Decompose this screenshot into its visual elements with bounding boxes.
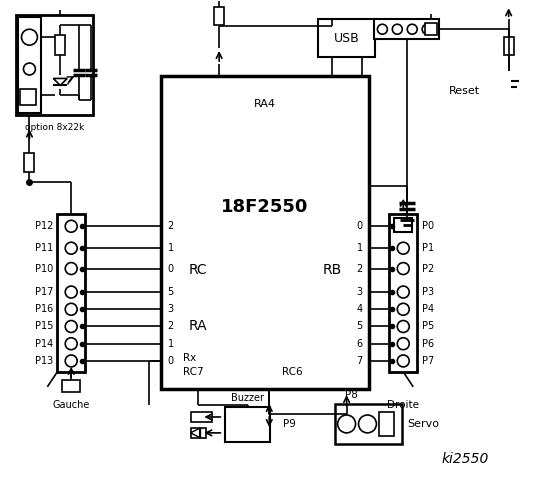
Circle shape — [65, 338, 77, 350]
Text: 3: 3 — [168, 304, 174, 314]
Text: 3: 3 — [357, 287, 363, 297]
Text: RC: RC — [189, 263, 207, 277]
Text: 0: 0 — [357, 221, 363, 231]
Text: 2: 2 — [168, 322, 174, 332]
Circle shape — [397, 303, 409, 315]
Circle shape — [397, 355, 409, 367]
Circle shape — [65, 303, 77, 315]
Text: Gauche: Gauche — [53, 400, 90, 410]
Bar — [318, 19, 375, 57]
Text: 0: 0 — [168, 264, 174, 274]
Text: RA4: RA4 — [254, 99, 276, 109]
Bar — [161, 76, 369, 389]
Text: 0: 0 — [168, 356, 174, 366]
Text: P12: P12 — [35, 221, 53, 231]
Text: 2: 2 — [168, 221, 174, 231]
Circle shape — [397, 263, 409, 275]
Bar — [374, 19, 439, 39]
Bar — [504, 37, 514, 55]
Bar — [379, 412, 394, 436]
Text: P10: P10 — [35, 264, 53, 274]
Bar — [335, 404, 402, 444]
Text: P4: P4 — [422, 304, 434, 314]
Circle shape — [422, 24, 432, 34]
Text: Buzzer: Buzzer — [231, 393, 264, 403]
Circle shape — [65, 242, 77, 254]
Text: option 8x22k: option 8x22k — [25, 123, 84, 132]
Polygon shape — [53, 78, 67, 85]
Circle shape — [358, 415, 377, 433]
Bar — [389, 214, 417, 372]
Bar — [55, 35, 65, 55]
Circle shape — [397, 321, 409, 333]
Circle shape — [377, 24, 387, 34]
Circle shape — [23, 63, 35, 75]
Text: 18F2550: 18F2550 — [221, 199, 309, 216]
Text: P3: P3 — [422, 287, 434, 297]
Bar — [58, 214, 85, 372]
Text: USB: USB — [333, 32, 359, 45]
Text: ki2550: ki2550 — [441, 452, 489, 466]
Bar — [190, 412, 212, 422]
Bar — [18, 17, 41, 113]
Text: 6: 6 — [357, 339, 363, 349]
Text: P6: P6 — [422, 339, 434, 349]
Bar — [24, 153, 34, 172]
Bar — [394, 218, 412, 232]
Circle shape — [22, 29, 38, 45]
Bar — [214, 7, 224, 25]
Text: 7: 7 — [356, 356, 363, 366]
Bar — [225, 407, 270, 442]
Circle shape — [65, 286, 77, 298]
Bar — [20, 89, 36, 105]
Text: 1: 1 — [168, 339, 174, 349]
Bar — [425, 23, 437, 35]
Bar — [15, 15, 93, 115]
Bar — [190, 428, 206, 438]
Circle shape — [65, 355, 77, 367]
Circle shape — [397, 242, 409, 254]
Text: Reset: Reset — [449, 86, 480, 96]
Bar — [62, 380, 80, 392]
Text: 2: 2 — [356, 264, 363, 274]
Text: RC7: RC7 — [182, 367, 203, 377]
Text: 5: 5 — [168, 287, 174, 297]
Text: P16: P16 — [35, 304, 53, 314]
Text: P9: P9 — [284, 419, 296, 429]
Text: 1: 1 — [168, 243, 174, 253]
Circle shape — [397, 286, 409, 298]
Polygon shape — [190, 428, 200, 438]
Circle shape — [397, 220, 409, 232]
Text: P7: P7 — [422, 356, 435, 366]
Text: P15: P15 — [35, 322, 53, 332]
Text: P5: P5 — [422, 322, 435, 332]
Text: RC6: RC6 — [282, 367, 302, 377]
Text: Droite: Droite — [387, 400, 419, 410]
Circle shape — [338, 415, 356, 433]
Text: RA: RA — [189, 320, 207, 334]
Text: P13: P13 — [35, 356, 53, 366]
Text: P0: P0 — [422, 221, 434, 231]
Text: RB: RB — [322, 263, 342, 277]
Text: P2: P2 — [422, 264, 435, 274]
Text: 5: 5 — [356, 322, 363, 332]
Text: Rx: Rx — [182, 353, 196, 363]
Circle shape — [65, 263, 77, 275]
Text: P11: P11 — [35, 243, 53, 253]
Circle shape — [65, 220, 77, 232]
Text: 4: 4 — [357, 304, 363, 314]
Circle shape — [392, 24, 402, 34]
Text: 1: 1 — [357, 243, 363, 253]
Text: P8: P8 — [345, 390, 357, 400]
Circle shape — [407, 24, 417, 34]
Text: P1: P1 — [422, 243, 434, 253]
Text: P17: P17 — [35, 287, 53, 297]
Circle shape — [65, 321, 77, 333]
Text: Servo: Servo — [407, 419, 439, 429]
Circle shape — [397, 338, 409, 350]
Text: P14: P14 — [35, 339, 53, 349]
